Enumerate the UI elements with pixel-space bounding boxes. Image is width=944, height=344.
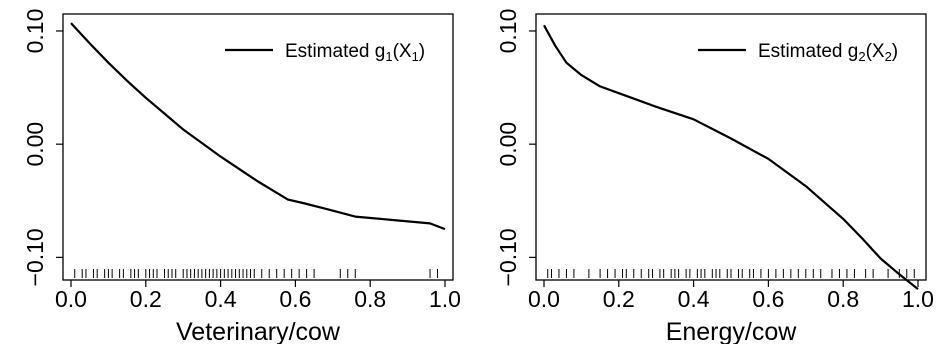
x-tick-label: 0.2 [603,286,635,312]
y-tick-label: 0.00 [495,122,521,167]
y-tick-label: 0.10 [495,9,521,54]
y-tick-label: −0.10 [22,228,48,286]
legend: Estimated g1(X1) [225,41,425,64]
x-tick-label: 0.0 [55,286,87,312]
x-axis-label: Energy/cow [666,318,798,344]
legend: Estimated g2(X2) [698,41,898,64]
plot-frame [62,13,454,281]
x-tick-label: 0.4 [205,286,237,312]
x-tick-label: 1.0 [429,286,461,312]
x-tick-label: 1.0 [902,286,934,312]
x-tick-label: 0.2 [130,286,162,312]
chart-panel-1: 0.0 0.2 0.4 0.6 0.8 1.0 −0.10 0.00 0.10 Veterinar… [22,9,461,344]
x-tick-label: 0.8 [354,286,386,312]
x-tick-label: 0.6 [752,286,784,312]
x-tick-label: 0.6 [279,286,311,312]
y-tick-label: −0.10 [495,228,521,286]
x-tick-label: 0.8 [827,286,859,312]
y-tick-label: 0.00 [22,122,48,167]
chart-panel-2: 0.0 0.2 0.4 0.6 0.8 1.0 −0.10 0.00 0.10 Energy/co… [495,9,934,344]
series-line [543,24,919,290]
series-line [70,22,446,231]
legend-label: Estimated g2(X2) [758,41,898,64]
x-tick-label: 0.0 [528,286,560,312]
x-tick-label: 0.4 [678,286,710,312]
y-tick-label: 0.10 [22,9,48,54]
plot-frame [535,13,927,281]
x-axis-label: Veterinary/cow [176,318,341,344]
legend-label: Estimated g1(X1) [285,41,425,64]
